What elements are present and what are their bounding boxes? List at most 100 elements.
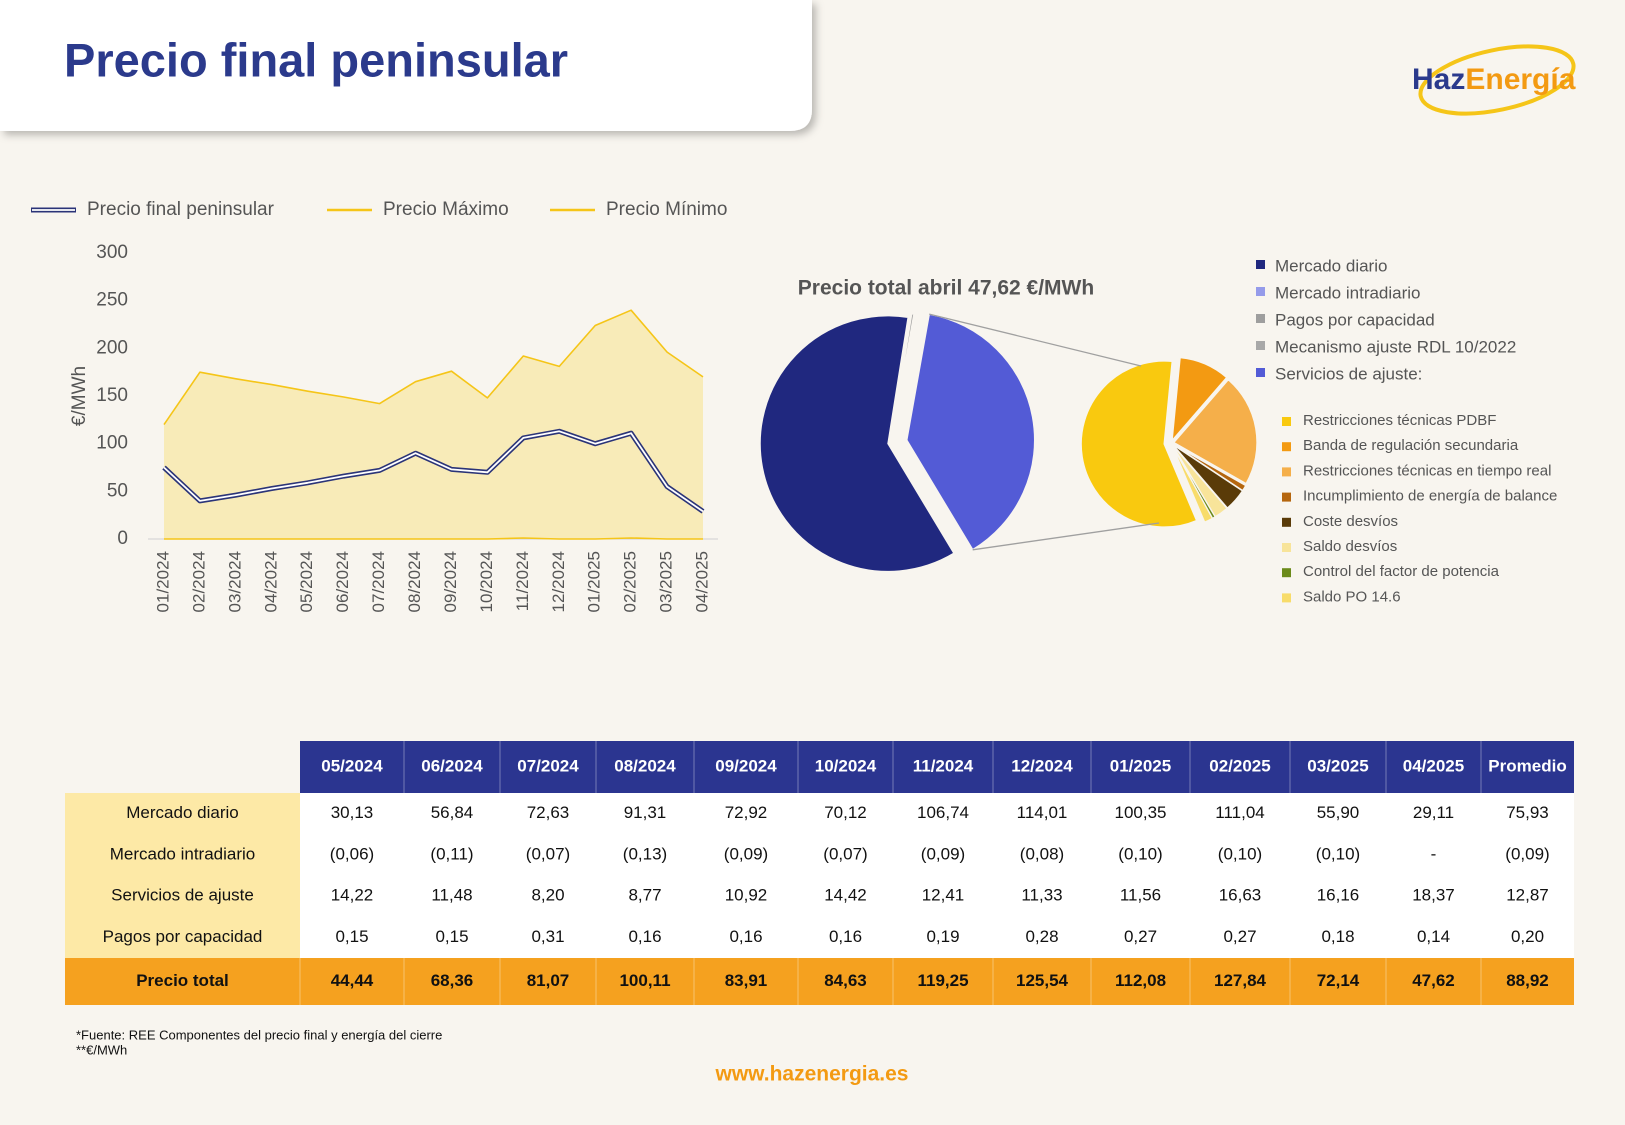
legend-label: Incumplimiento de energía de balance [1303, 488, 1557, 505]
table-cell: 114,01 [1017, 803, 1068, 822]
table-cell: 0,18 [1321, 927, 1354, 946]
x-tick-label: 04/2025 [692, 551, 711, 612]
table-cell: (0,10) [1316, 844, 1360, 863]
x-tick-label: 03/2025 [657, 551, 676, 612]
table-cell: 100,35 [1115, 803, 1167, 822]
table-cell: 112,08 [1115, 971, 1166, 990]
table-cell: 10,92 [725, 886, 768, 905]
y-tick-label: 100 [96, 433, 128, 454]
table-cell: (0,09) [921, 844, 965, 863]
table-cell: 0,14 [1417, 927, 1450, 946]
x-tick-label: 05/2024 [297, 551, 316, 612]
table-cell: (0,09) [1505, 844, 1549, 863]
logo-part: Haz [1412, 63, 1465, 96]
table-cell: 68,36 [431, 971, 474, 990]
logo: HazEnergía [1412, 63, 1576, 96]
x-tick-label: 10/2024 [477, 551, 496, 612]
table-cell: 0,27 [1223, 927, 1256, 946]
legend-label: Saldo PO 14.6 [1303, 588, 1401, 605]
x-tick-label: 04/2024 [261, 551, 280, 612]
table-total-row [65, 958, 1574, 1005]
x-tick-label: 02/2025 [621, 551, 640, 612]
table-cell: (0,08) [1020, 844, 1064, 863]
table-cell: 0,27 [1124, 927, 1157, 946]
legend-label: Precio Mínimo [606, 199, 727, 220]
table-cell: 55,90 [1317, 803, 1360, 822]
sub-pie-slice [1171, 445, 1214, 523]
x-tick-label: 08/2024 [405, 551, 424, 612]
table-cell: 0,16 [729, 927, 762, 946]
y-tick-label: 250 [96, 290, 128, 311]
row-label: Mercado diario [126, 803, 238, 822]
legend-label: Mercado intradiario [1275, 283, 1421, 302]
table-cell: 111,04 [1215, 803, 1264, 822]
table-cell: (0,07) [823, 844, 867, 863]
table-cell: 127,84 [1214, 971, 1267, 990]
table-cell: 91,31 [624, 803, 667, 822]
column-header: 09/2024 [715, 756, 777, 775]
table-cell: 18,37 [1412, 886, 1455, 905]
legend-label: Restricciones técnicas PDBF [1303, 412, 1496, 429]
connector [972, 522, 1160, 551]
legend-label: Saldo desvíos [1303, 538, 1397, 555]
legend-label: Control del factor de potencia [1303, 563, 1500, 580]
sub-pie-slice [1172, 444, 1244, 509]
legend-marker [1282, 417, 1291, 426]
table-cell: 119,25 [917, 971, 968, 990]
table-cell: 0,16 [628, 927, 661, 946]
sub-pie-slice [1080, 360, 1198, 528]
logo-swoosh [1418, 44, 1576, 116]
table-cell: 0,15 [435, 927, 468, 946]
table-cell: 0,16 [829, 927, 862, 946]
column-header: 01/2025 [1110, 756, 1171, 775]
table-cell: 84,63 [824, 971, 867, 990]
legend-marker [1256, 341, 1265, 350]
footnote: *Fuente: REE Componentes del precio fina… [76, 1027, 442, 1042]
table-cell: 11,56 [1120, 886, 1161, 905]
line [164, 537, 703, 540]
column-header: 04/2025 [1403, 756, 1464, 775]
column-header: 02/2025 [1209, 756, 1270, 775]
legend-label: Servicios de ajuste: [1275, 364, 1422, 383]
legend-marker [1282, 492, 1291, 502]
x-tick-label: 12/2024 [549, 551, 568, 612]
legend-label: Pagos por capacidad [1275, 310, 1435, 329]
table-cell: 8,20 [531, 886, 564, 905]
y-tick-label: 300 [96, 242, 128, 263]
legend-label: Banda de regulación secundaria [1303, 437, 1519, 454]
table-header [300, 741, 1574, 793]
legend-label: Mercado diario [1275, 256, 1387, 275]
table-cell: 0,31 [531, 927, 564, 946]
table-body [300, 793, 1574, 958]
table-cell: (0,10) [1118, 844, 1162, 863]
line [163, 309, 704, 426]
y-axis-label: €/MWh [69, 366, 90, 426]
legend-marker [1282, 593, 1291, 603]
row-label: Precio total [136, 971, 229, 990]
y-tick-label: 0 [117, 528, 128, 549]
legend-marker [1256, 287, 1265, 296]
row-label: Servicios de ajuste [111, 886, 254, 905]
row-label: Pagos por capacidad [103, 927, 263, 946]
table-cell: 11,33 [1021, 886, 1062, 905]
y-tick-label: 150 [96, 385, 128, 406]
column-header: 10/2024 [815, 756, 877, 775]
row-label: Mercado intradiario [110, 844, 256, 863]
table-cell: (0,11) [430, 844, 473, 863]
column-header: 03/2025 [1307, 756, 1368, 775]
y-tick-label: 200 [96, 337, 128, 358]
column-header: Promedio [1488, 756, 1566, 775]
legend-label: Precio final peninsular [87, 199, 275, 220]
table-cell: 14,42 [824, 886, 867, 905]
pie-slice [905, 313, 1036, 551]
column-header: 11/2024 [913, 756, 974, 775]
y-tick-label: 50 [107, 480, 128, 501]
table-cell: 72,63 [527, 803, 570, 822]
table-cell: (0,13) [623, 844, 667, 863]
legend-label: Restricciones técnicas en tiempo real [1303, 462, 1551, 479]
table-cell: 47,62 [1412, 971, 1455, 990]
table-cell: 83,91 [725, 971, 768, 990]
pie-slice [759, 314, 956, 573]
page-title: Precio final peninsular [64, 33, 568, 86]
x-tick-label: 03/2024 [225, 551, 244, 612]
